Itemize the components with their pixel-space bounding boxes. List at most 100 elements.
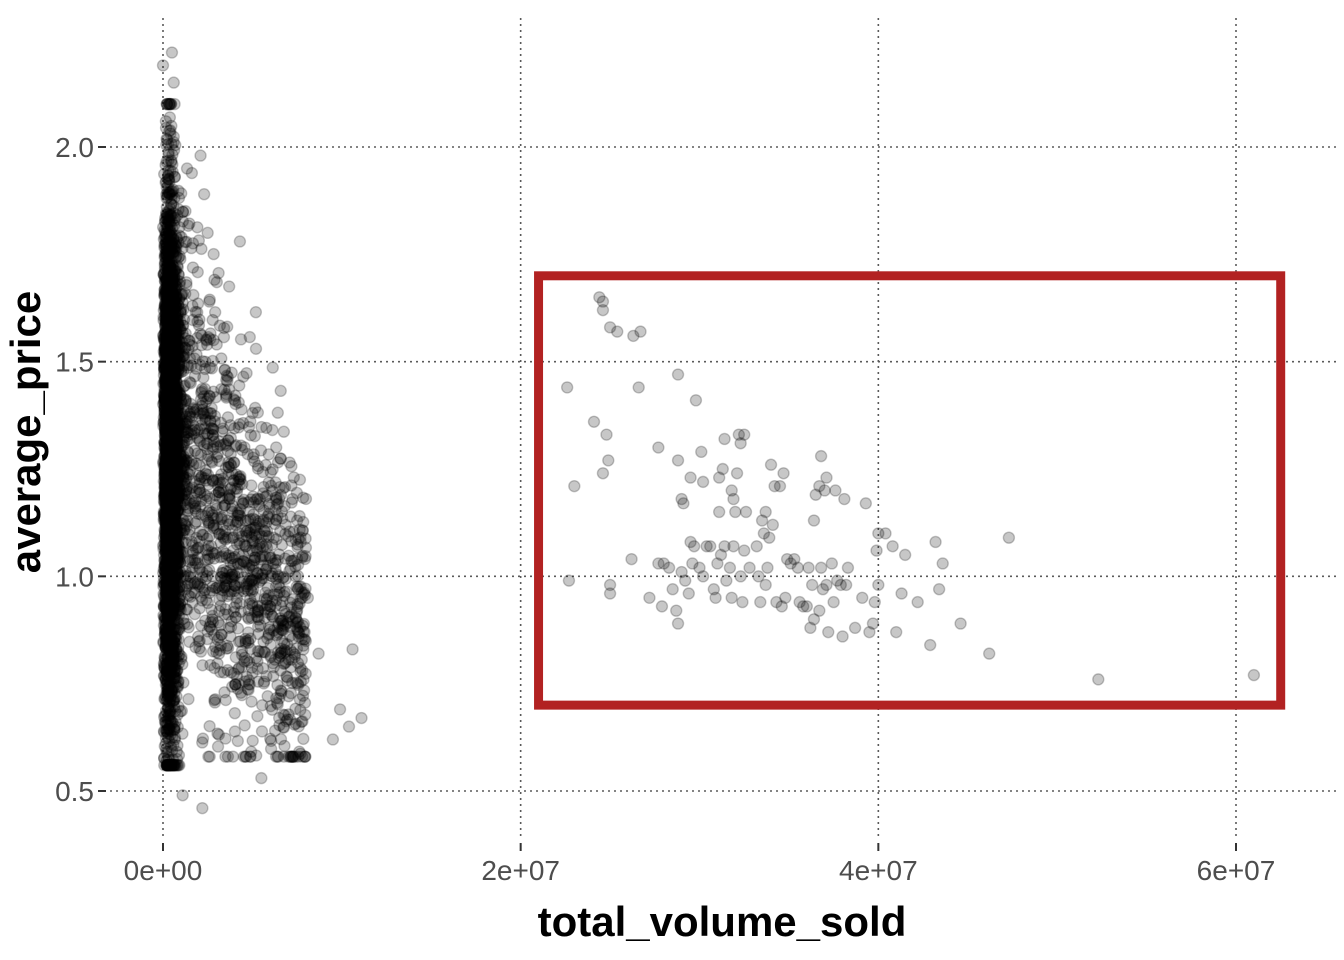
cluster-point bbox=[277, 570, 290, 584]
cluster-point bbox=[157, 619, 171, 632]
data-point bbox=[689, 394, 703, 407]
cluster-point bbox=[204, 407, 217, 420]
cluster-point bbox=[170, 478, 183, 492]
cluster-point bbox=[184, 566, 198, 580]
data-point bbox=[791, 561, 805, 574]
cluster-point bbox=[211, 740, 225, 753]
data-point bbox=[727, 492, 740, 506]
cluster-point bbox=[203, 492, 217, 505]
cluster-point bbox=[168, 635, 181, 648]
cluster-point bbox=[159, 426, 172, 439]
cluster-point bbox=[160, 517, 174, 531]
data-point bbox=[600, 428, 613, 441]
cluster-point bbox=[208, 306, 222, 319]
x-tick-label: 2e+07 bbox=[481, 855, 560, 886]
cluster-point bbox=[167, 695, 180, 709]
cluster-point bbox=[161, 363, 174, 376]
data-point bbox=[718, 432, 731, 446]
cluster-point bbox=[202, 539, 215, 553]
cluster-point bbox=[177, 303, 190, 316]
cluster-point bbox=[160, 414, 174, 427]
cluster-point bbox=[166, 184, 179, 198]
cluster-point bbox=[261, 510, 274, 523]
cluster-point bbox=[274, 732, 288, 746]
data-point bbox=[898, 548, 912, 562]
data-point bbox=[568, 479, 581, 493]
cluster-point bbox=[162, 582, 176, 596]
cluster-point bbox=[167, 652, 181, 666]
cluster-point bbox=[160, 408, 173, 422]
cluster-point bbox=[165, 520, 179, 534]
data-point bbox=[666, 583, 679, 596]
cluster-point bbox=[243, 559, 256, 572]
data-point bbox=[738, 428, 751, 441]
cluster-point bbox=[162, 374, 176, 387]
cluster-point bbox=[166, 445, 180, 458]
cluster-point bbox=[161, 472, 175, 485]
cluster-point bbox=[161, 326, 175, 340]
cluster-point bbox=[159, 437, 172, 450]
cluster-point bbox=[165, 227, 178, 240]
cluster-point bbox=[161, 392, 175, 405]
cluster-point bbox=[167, 401, 181, 415]
cluster-point bbox=[166, 547, 179, 561]
cluster-point bbox=[161, 665, 175, 678]
data-point bbox=[634, 325, 647, 338]
cluster-point bbox=[264, 479, 278, 493]
cluster-point bbox=[161, 610, 174, 623]
cluster-point bbox=[163, 501, 176, 514]
cluster-point bbox=[161, 543, 174, 556]
cluster-point bbox=[159, 394, 172, 407]
cluster-point bbox=[294, 675, 308, 688]
cluster-point bbox=[160, 471, 173, 485]
cluster-point bbox=[165, 197, 178, 211]
cluster-point bbox=[162, 630, 175, 643]
cluster-point bbox=[193, 642, 206, 655]
cluster-point bbox=[167, 293, 180, 306]
cluster-point bbox=[269, 491, 282, 504]
cluster-point bbox=[179, 417, 193, 431]
cluster-point bbox=[160, 540, 174, 553]
cluster-point bbox=[160, 340, 173, 353]
cluster-point bbox=[164, 607, 177, 620]
cluster-point bbox=[158, 715, 172, 729]
cluster-point bbox=[164, 629, 177, 643]
cluster-point bbox=[202, 330, 215, 344]
cluster-point bbox=[168, 264, 181, 277]
cluster-point bbox=[297, 617, 311, 631]
cluster-point bbox=[161, 651, 174, 664]
cluster-point bbox=[161, 587, 174, 600]
cluster-point bbox=[166, 513, 180, 526]
cluster-point bbox=[168, 511, 182, 524]
cluster-point bbox=[161, 97, 174, 111]
cluster-point bbox=[161, 422, 174, 436]
cluster-point bbox=[171, 417, 184, 431]
cluster-point bbox=[163, 536, 177, 549]
cluster-point bbox=[186, 261, 200, 274]
cluster-point bbox=[169, 444, 183, 457]
cluster-point bbox=[162, 316, 175, 330]
cluster-point bbox=[166, 431, 179, 444]
data-point bbox=[911, 595, 924, 609]
data-point bbox=[156, 59, 170, 72]
cluster-point bbox=[167, 571, 180, 584]
cluster-point bbox=[159, 459, 172, 472]
data-point bbox=[872, 578, 885, 592]
cluster-point bbox=[162, 461, 176, 475]
cluster-point bbox=[159, 633, 173, 646]
cluster-point bbox=[160, 448, 174, 462]
data-point bbox=[754, 595, 767, 609]
cluster-point bbox=[168, 353, 181, 366]
data-point bbox=[723, 561, 737, 574]
cluster-point bbox=[176, 215, 190, 228]
cluster-point bbox=[158, 332, 171, 345]
cluster-point bbox=[223, 587, 236, 601]
cluster-point bbox=[161, 464, 174, 477]
y-axis-title: average_price bbox=[2, 291, 49, 574]
cluster-point bbox=[160, 759, 173, 772]
cluster-point bbox=[285, 653, 299, 666]
cluster-point bbox=[161, 577, 175, 591]
data-point bbox=[829, 484, 842, 497]
cluster-point bbox=[162, 280, 176, 293]
data-point bbox=[603, 587, 617, 600]
